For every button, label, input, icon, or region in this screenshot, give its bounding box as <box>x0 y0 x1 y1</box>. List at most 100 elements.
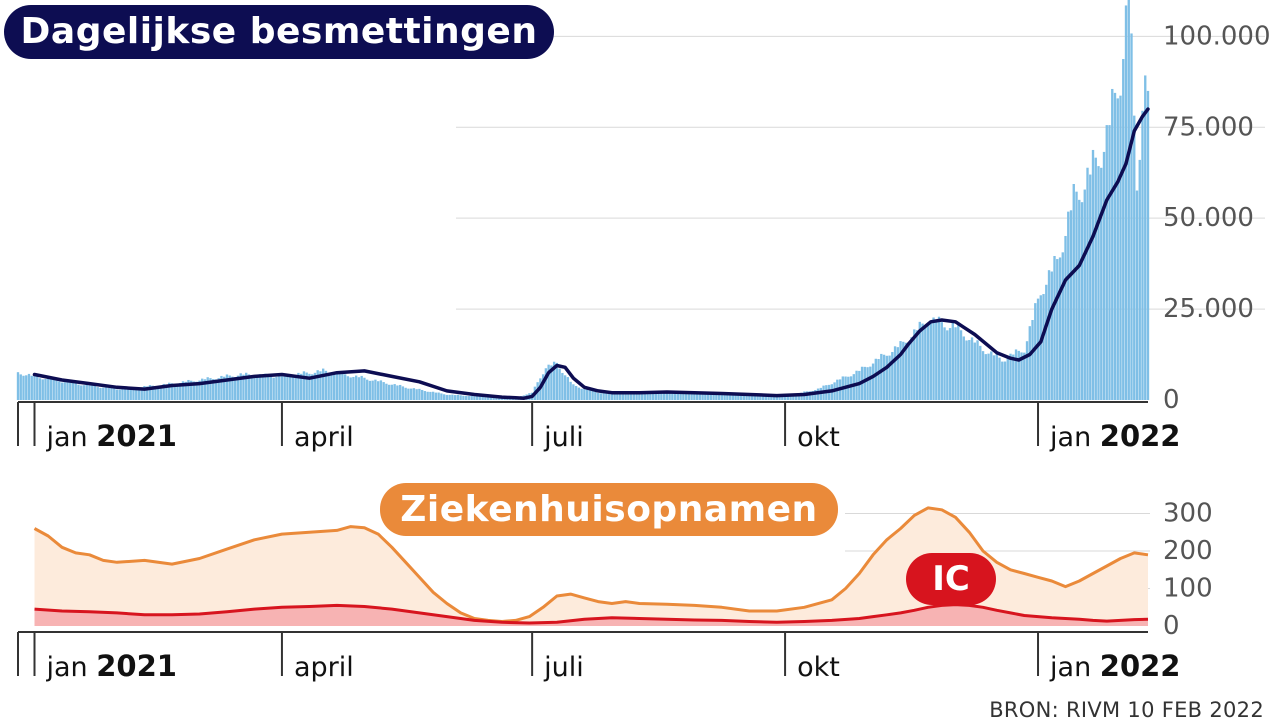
daily-case-bar <box>954 327 957 400</box>
daily-case-bar <box>1012 354 1015 400</box>
daily-case-bar <box>1069 210 1073 400</box>
bottom-x-axis-year-label: 2021 <box>96 649 177 683</box>
daily-case-bar <box>907 342 910 400</box>
top-y-tick-label: 0 <box>1163 385 1180 415</box>
daily-case-bar <box>885 355 888 400</box>
daily-case-bar <box>148 385 152 400</box>
daily-case-bar <box>731 394 735 400</box>
daily-case-bar <box>882 354 886 400</box>
daily-case-bar <box>544 368 548 400</box>
daily-case-bar <box>27 373 31 400</box>
daily-case-bar <box>1078 199 1081 400</box>
daily-case-bar <box>379 380 383 400</box>
daily-case-bar <box>69 382 72 400</box>
daily-case-bar <box>717 393 721 400</box>
daily-case-bar <box>181 381 185 400</box>
daily-case-bar <box>96 387 99 400</box>
daily-case-bar <box>891 352 894 400</box>
daily-case-bar <box>91 384 94 400</box>
daily-case-bar <box>231 376 234 400</box>
daily-case-bar <box>25 375 28 400</box>
daily-case-bar <box>693 393 696 400</box>
daily-case-bar <box>638 393 641 400</box>
daily-case-bar <box>118 389 121 400</box>
daily-case-bar <box>808 391 811 400</box>
daily-case-bar <box>398 384 402 400</box>
daily-case-bar <box>33 374 36 400</box>
daily-case-bar <box>393 384 396 400</box>
daily-case-bar <box>866 367 869 400</box>
daily-case-bar <box>495 396 498 400</box>
daily-case-bar <box>264 373 267 400</box>
daily-case-bar <box>355 375 358 400</box>
daily-case-bar <box>720 393 724 400</box>
daily-case-bar <box>349 377 352 400</box>
daily-case-bar <box>929 323 932 400</box>
daily-case-bar <box>113 388 116 400</box>
top-chart-average-line <box>32 107 1150 400</box>
daily-case-bar <box>1039 295 1042 400</box>
daily-case-bar <box>734 394 737 400</box>
daily-case-bar <box>764 395 768 400</box>
daily-case-bar <box>146 386 149 400</box>
source-note: BRON: RIVM 10 FEB 2022 <box>989 698 1264 722</box>
daily-case-bar <box>1006 358 1009 400</box>
top-x-axis-label: jan 2022 <box>1049 419 1180 453</box>
daily-case-bar <box>761 395 765 400</box>
daily-case-bar <box>946 330 949 400</box>
daily-case-bar <box>1091 149 1095 400</box>
daily-case-bar <box>184 381 187 400</box>
daily-case-bar <box>82 385 86 400</box>
daily-case-bar <box>924 325 927 400</box>
daily-case-bar <box>649 392 652 400</box>
daily-case-bar <box>797 393 801 400</box>
daily-case-bar <box>179 383 182 400</box>
daily-case-bar <box>742 394 746 400</box>
daily-case-bar <box>690 392 693 400</box>
daily-case-bar <box>588 390 592 400</box>
daily-case-bar <box>962 336 965 400</box>
daily-case-bar <box>217 378 220 400</box>
daily-case-bar <box>849 376 853 400</box>
daily-case-bar <box>352 376 355 400</box>
bottom-y-tick-label: 300 <box>1163 499 1213 529</box>
daily-case-bar <box>344 374 347 400</box>
daily-case-bar <box>242 374 245 400</box>
daily-case-bar <box>932 317 935 400</box>
daily-case-bar <box>440 393 443 400</box>
daily-case-bar <box>489 396 493 400</box>
daily-case-bar <box>448 394 451 400</box>
daily-case-bar <box>99 387 102 400</box>
daily-case-bar <box>627 393 630 400</box>
bottom-x-axis-label: okt <box>797 652 840 683</box>
daily-case-bar <box>225 374 229 400</box>
daily-case-bar <box>426 391 429 400</box>
top-chart-title: Dagelijkse besmettingen <box>4 5 554 59</box>
daily-case-bar <box>1028 326 1031 400</box>
daily-case-bar <box>616 393 619 400</box>
daily-case-bar <box>1141 110 1144 400</box>
daily-case-bar <box>748 394 751 400</box>
daily-case-bar <box>759 394 762 400</box>
daily-case-bar <box>640 393 644 400</box>
daily-case-bar <box>360 375 363 400</box>
daily-case-bar <box>223 376 226 400</box>
top-x-axis-label: okt <box>797 422 840 453</box>
daily-case-bar <box>913 329 916 400</box>
bottom-chart-x-axis: jan 2021 april juli okt jan 2022 <box>17 631 1180 683</box>
daily-case-bar <box>456 394 460 400</box>
daily-case-bar <box>168 382 171 400</box>
daily-case-bar <box>154 386 157 400</box>
daily-case-bar <box>431 391 435 400</box>
daily-case-bar <box>327 373 330 400</box>
daily-case-bar <box>289 376 292 400</box>
daily-case-bar <box>311 374 314 400</box>
daily-case-bar <box>253 376 256 400</box>
daily-case-bar <box>585 388 589 400</box>
ic-admissions-line <box>34 603 1149 625</box>
daily-case-bar <box>63 382 66 400</box>
daily-case-bar <box>902 341 905 400</box>
daily-case-bar <box>316 370 319 400</box>
daily-case-bar <box>173 383 176 400</box>
daily-case-bar <box>234 377 237 400</box>
